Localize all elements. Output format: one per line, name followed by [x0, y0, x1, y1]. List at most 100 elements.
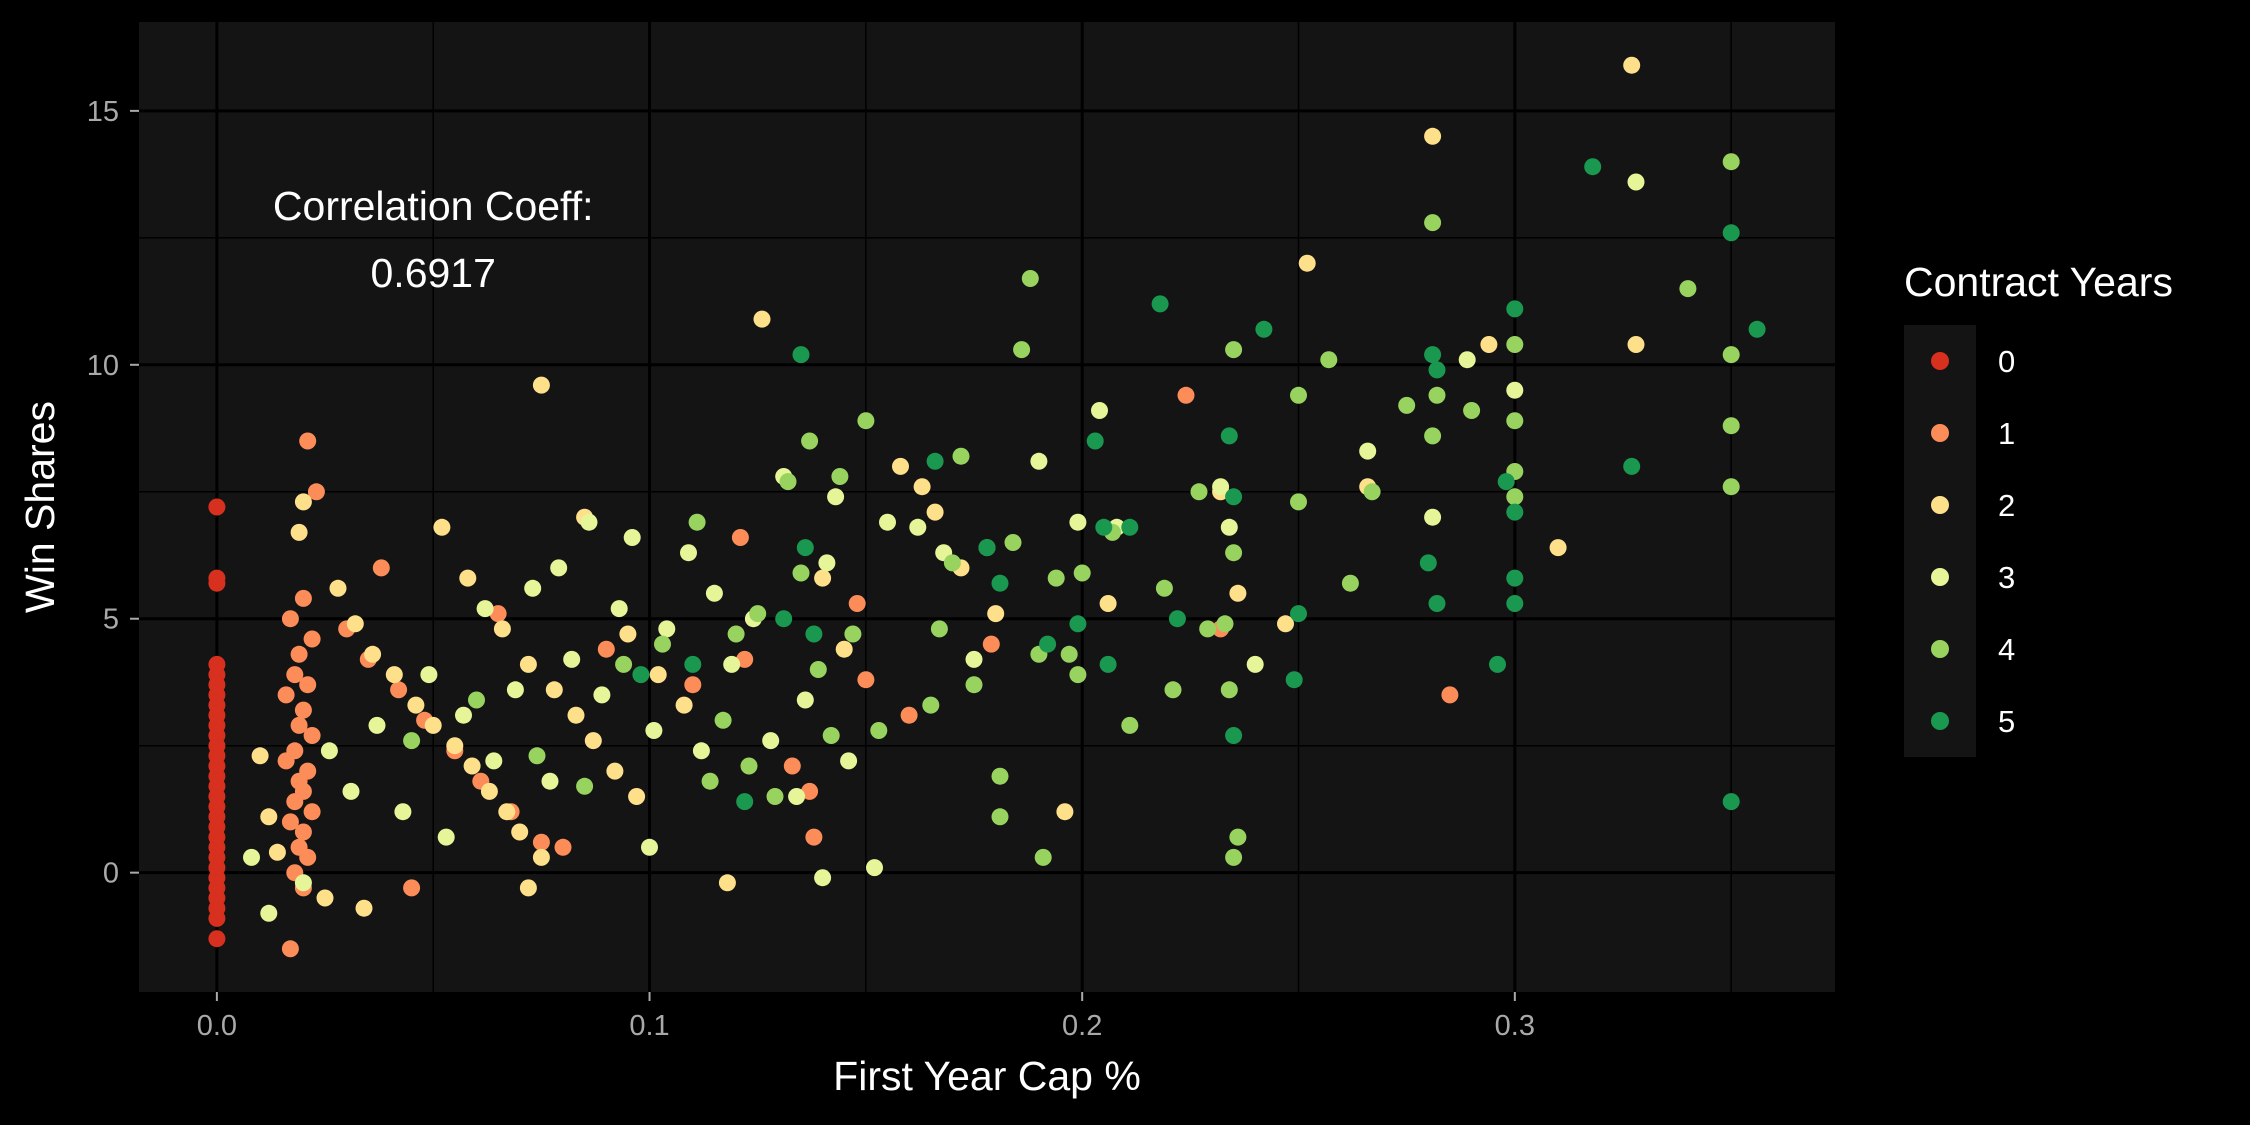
- data-point-5: [1424, 346, 1442, 364]
- data-point-3: [506, 681, 524, 699]
- data-point-3: [610, 600, 628, 618]
- data-point-4: [1164, 681, 1182, 699]
- y-tick-label: 10: [87, 350, 119, 382]
- data-point-4: [766, 788, 784, 805]
- data-point-5: [632, 666, 650, 684]
- data-point-0: [208, 930, 226, 948]
- data-point-3: [320, 742, 338, 760]
- data-point-4: [468, 691, 485, 709]
- y-tick-label: 15: [87, 96, 119, 128]
- data-point-4: [1722, 478, 1740, 496]
- data-point-4: [1047, 569, 1065, 587]
- legend-key-background: [1904, 325, 1976, 757]
- data-point-3: [705, 584, 723, 602]
- data-point-2: [459, 569, 477, 587]
- data-point-4: [528, 747, 546, 765]
- data-point-4: [1229, 828, 1247, 846]
- data-point-1: [281, 813, 299, 831]
- data-point-3: [420, 666, 438, 684]
- data-point-4: [991, 808, 1009, 826]
- data-point-1: [290, 645, 308, 663]
- data-point-5: [1489, 655, 1506, 673]
- data-point-4: [943, 554, 961, 572]
- data-point-3: [455, 706, 472, 724]
- data-point-3: [762, 732, 780, 750]
- data-point-5: [1151, 295, 1169, 313]
- data-point-1: [1177, 386, 1195, 404]
- data-point-2: [1549, 539, 1567, 557]
- data-point-1: [303, 630, 321, 648]
- data-point-2: [480, 782, 498, 800]
- x-axis-title: First Year Cap %: [833, 1053, 1141, 1099]
- data-point-3: [1069, 513, 1087, 531]
- data-point-5: [1099, 655, 1117, 673]
- data-point-4: [1004, 534, 1022, 551]
- data-point-3: [260, 904, 278, 922]
- data-point-3: [827, 488, 845, 506]
- x-tick-label: 0.0: [197, 1010, 237, 1042]
- legend-key-4: [1931, 640, 1949, 658]
- data-point-3: [814, 869, 832, 887]
- data-point-3: [563, 650, 581, 668]
- data-point-2: [1627, 336, 1645, 353]
- data-point-2: [316, 889, 334, 907]
- data-point-4: [922, 696, 940, 714]
- data-point-5: [1095, 518, 1113, 536]
- data-point-4: [1679, 280, 1697, 298]
- data-point-4: [930, 620, 948, 638]
- data-point-1: [303, 803, 321, 821]
- data-point-1: [1441, 686, 1459, 704]
- data-point-2: [675, 696, 693, 714]
- y-axis-ticks: 0 5 10 15: [87, 96, 139, 890]
- data-point-4: [749, 605, 767, 623]
- data-point-2: [511, 823, 529, 841]
- data-point-3: [524, 579, 542, 597]
- data-point-5: [1220, 427, 1238, 445]
- x-tick-label: 0.3: [1495, 1010, 1535, 1042]
- data-point-3: [723, 655, 741, 673]
- y-tick-label: 0: [103, 858, 119, 890]
- data-point-3: [645, 722, 663, 739]
- data-point-2: [567, 706, 585, 724]
- data-point-3: [1246, 655, 1264, 673]
- data-point-3: [866, 859, 883, 877]
- data-point-1: [982, 635, 1000, 653]
- data-point-2: [355, 899, 373, 917]
- data-point-4: [1199, 620, 1217, 638]
- data-point-4: [1225, 341, 1243, 359]
- data-point-3: [623, 529, 641, 546]
- data-point-4: [1069, 666, 1087, 684]
- data-point-5: [775, 610, 793, 628]
- data-point-4: [1121, 716, 1139, 734]
- data-point-1: [277, 752, 295, 770]
- data-point-3: [879, 513, 896, 531]
- data-point-3: [818, 554, 836, 572]
- data-point-3: [1627, 173, 1645, 191]
- data-point-1: [286, 666, 304, 684]
- data-point-3: [840, 752, 858, 770]
- legend-title: Contract Years: [1904, 259, 2173, 305]
- data-point-2: [1099, 595, 1117, 612]
- data-point-4: [714, 711, 732, 729]
- data-point-3: [437, 828, 455, 846]
- data-point-5: [978, 539, 996, 557]
- data-point-1: [307, 483, 325, 501]
- data-point-4: [801, 432, 819, 450]
- data-point-2: [346, 615, 364, 633]
- data-point-4: [1225, 848, 1243, 866]
- data-point-4: [1428, 386, 1446, 404]
- data-point-3: [1506, 381, 1524, 399]
- data-point-4: [1060, 645, 1078, 663]
- data-point-5: [792, 346, 810, 364]
- data-point-2: [407, 696, 425, 714]
- data-point-2: [260, 808, 278, 826]
- legend-label-5: 5: [1998, 704, 2015, 739]
- data-point-4: [1363, 483, 1381, 501]
- annotation-correlation-label: Correlation Coeff:: [273, 183, 594, 229]
- data-point-3: [593, 686, 611, 704]
- data-point-5: [1039, 635, 1057, 653]
- data-point-4: [822, 727, 840, 744]
- data-point-2: [649, 666, 667, 684]
- legend-key-5: [1931, 712, 1949, 730]
